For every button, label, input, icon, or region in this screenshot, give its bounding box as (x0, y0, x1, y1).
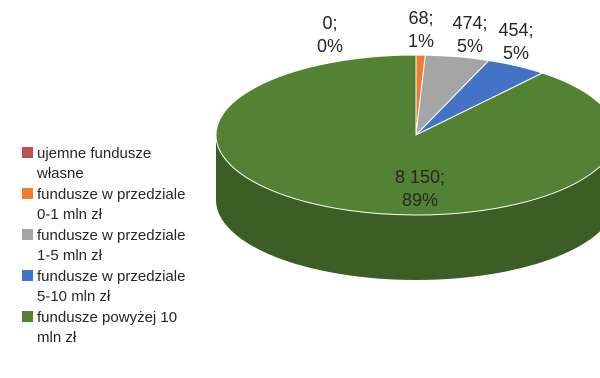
data-label-percent-1: 1% (408, 31, 434, 51)
pie-side-4 (216, 135, 600, 280)
legend-swatch-3 (22, 270, 33, 281)
pie-side-walls (216, 135, 600, 280)
data-label-value-2: 474; (452, 13, 487, 33)
legend-label-2: fundusze w przedziale (37, 227, 185, 244)
legend-label-3: 5-10 mln zł (37, 288, 111, 305)
legend-label-0: ujemne fundusze (37, 145, 151, 162)
legend: ujemne fundusze własne fundusze w przedzia… (22, 145, 185, 346)
legend-swatch-2 (22, 229, 33, 240)
legend-label-0: własne (36, 165, 84, 182)
legend-label-4: fundusze powyżej 10 (37, 309, 177, 326)
legend-label-2: 1-5 mln zł (37, 247, 103, 264)
legend-label-4: mln zł (37, 329, 77, 346)
data-label-percent-2: 5% (457, 36, 483, 56)
data-label-value-0: 0; (322, 13, 337, 33)
legend-label-1: fundusze w przedziale (37, 186, 185, 203)
data-label-value-3: 454; (498, 20, 533, 40)
data-labels: 0; 0% 68; 1% 474; 5% 454; 5% 8 150; 89% (317, 8, 534, 210)
legend-label-3: fundusze w przedziale (37, 268, 185, 285)
data-label-percent-4: 89% (402, 190, 438, 210)
legend-swatch-1 (22, 188, 33, 199)
data-label-percent-3: 5% (503, 43, 529, 63)
legend-label-1: 0-1 mln zł (37, 206, 103, 223)
data-label-value-1: 68; (408, 8, 433, 28)
legend-swatch-4 (22, 311, 33, 322)
pie-top-faces (215, 54, 600, 216)
pie-slice-4 (215, 54, 600, 216)
data-label-value-4: 8 150; (395, 167, 445, 187)
legend-swatch-0 (22, 147, 33, 158)
data-label-percent-0: 0% (317, 36, 343, 56)
